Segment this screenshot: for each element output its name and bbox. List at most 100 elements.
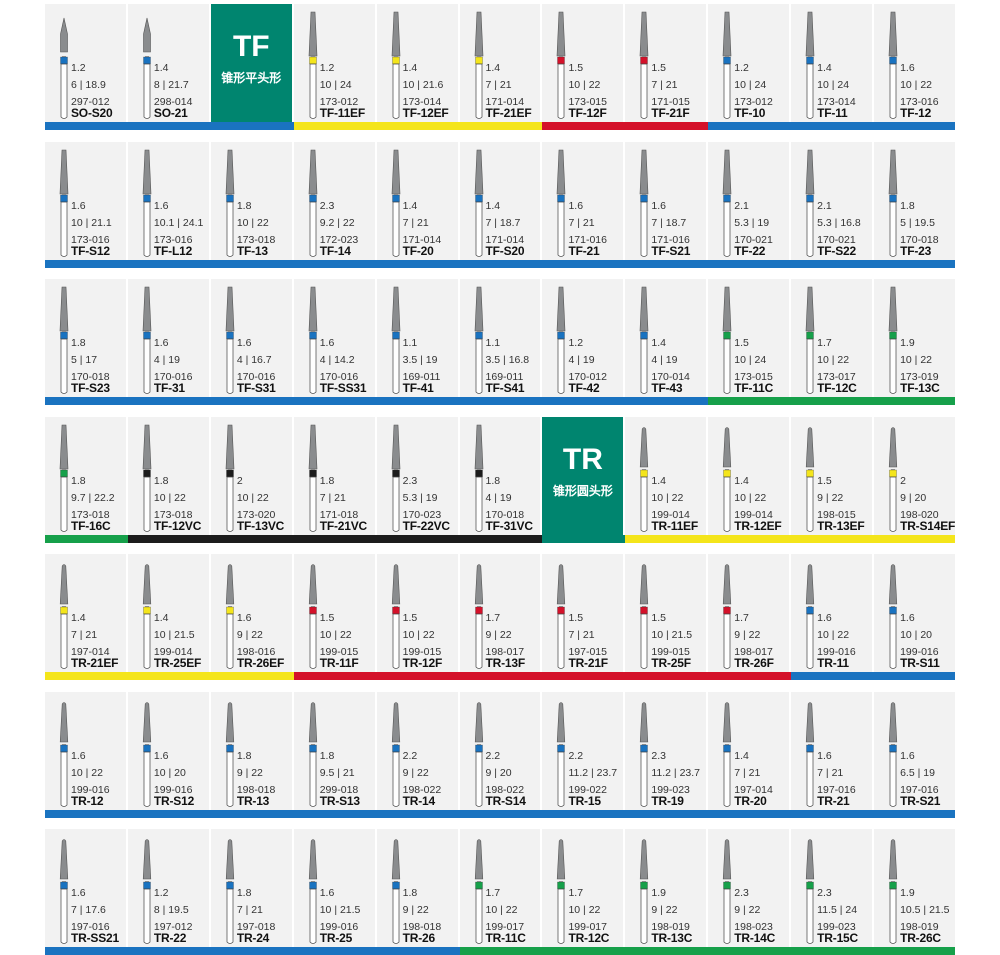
product-card[interactable]: 1.7 10 | 22 199-017 TR-11C <box>459 829 541 947</box>
bur-color-band <box>723 56 731 65</box>
bur-head <box>60 17 68 53</box>
spec-list: 1.6 7 | 21 171-016 <box>568 198 607 249</box>
product-card[interactable]: 1.6 10 | 22 199-016 TR-11 <box>791 554 873 672</box>
product-card[interactable]: 1.4 10 | 22 199-014 TR-11EF <box>625 417 707 535</box>
product-card[interactable]: 1.2 4 | 19 170-012 TF-42 <box>542 279 624 397</box>
product-card[interactable]: 1.6 7 | 21 197-016 TR-21 <box>791 692 873 810</box>
product-card[interactable]: 1.4 10 | 22 199-014 TR-12EF <box>708 417 790 535</box>
product-card[interactable]: 1.9 10.5 | 21.5 198-019 TR-26C <box>874 829 955 947</box>
product-card[interactable]: 1.2 6 | 18.9 297-012 SO-S20 <box>45 4 126 122</box>
product-card[interactable]: 1.8 9 | 22 198-018 TR-26 <box>376 829 458 947</box>
product-card[interactable]: 1.6 7 | 18.7 171-016 TF-S21 <box>625 142 707 260</box>
product-card[interactable]: 1.6 4 | 19 170-016 TF-31 <box>127 279 209 397</box>
iso-reference: 173-018 <box>153 509 193 521</box>
product-card[interactable]: 1.8 5 | 19.5 170-018 TF-23 <box>874 142 955 260</box>
bur-illustration <box>639 554 649 670</box>
product-card[interactable]: 1.5 7 | 21 171-015 TF-21F <box>625 4 707 122</box>
product-card[interactable]: 2.3 9.2 | 22 172-023 TF-14 <box>293 142 375 260</box>
product-card[interactable]: 1.6 10 | 20 199-016 TR-S12 <box>127 692 209 810</box>
product-card[interactable]: 1.6 10 | 22 173-016 TF-12 <box>874 4 955 122</box>
product-card[interactable]: 1.4 7 | 21 171-014 TF-21EF <box>459 4 541 122</box>
product-card[interactable]: 1.6 10 | 21.5 199-016 TR-25 <box>293 829 375 947</box>
product-card[interactable]: 1.8 7 | 21 197-018 TR-24 <box>210 829 292 947</box>
product-card[interactable]: 1.5 10 | 22 199-015 TR-11F <box>293 554 375 672</box>
product-card[interactable]: 1.8 7 | 21 171-018 TF-21VC <box>293 417 375 535</box>
bur-illustration <box>639 417 649 533</box>
product-card[interactable]: 2.1 5.3 | 19 170-021 TF-22 <box>708 142 790 260</box>
product-card[interactable]: 1.4 7 | 21 171-014 TF-20 <box>376 142 458 260</box>
bur-shank <box>889 476 897 532</box>
head-diameter: 1.4 <box>485 200 501 212</box>
product-card[interactable]: 1.6 6.5 | 19 197-016 TR-S21 <box>874 692 955 810</box>
product-card[interactable]: 1.4 10 | 21.6 173-014 TF-12EF <box>376 4 458 122</box>
product-card[interactable]: 2.3 5.3 | 19 170-023 TF-22VC <box>376 417 458 535</box>
product-card[interactable]: 1.4 7 | 21 197-014 TR-21EF <box>45 554 126 672</box>
product-card[interactable]: 1.6 9 | 22 198-016 TR-26EF <box>210 554 292 672</box>
product-code: TR-15 <box>568 794 601 808</box>
product-card[interactable]: 1.6 10.1 | 24.1 173-016 TF-L12 <box>127 142 209 260</box>
product-card[interactable]: 2.1 5.3 | 16.8 170-021 TF-S22 <box>791 142 873 260</box>
product-card[interactable]: 1.8 4 | 19 170-018 TF-31VC <box>459 417 541 535</box>
product-card[interactable]: 1.4 7 | 18.7 171-014 TF-S20 <box>459 142 541 260</box>
product-card[interactable]: 2 9 | 20 198-020 TR-S14EF <box>874 417 955 535</box>
product-card[interactable]: 2.2 9 | 22 198-022 TR-14 <box>376 692 458 810</box>
product-card[interactable]: 1.8 9.7 | 22.2 173-018 TF-16C <box>45 417 126 535</box>
product-card[interactable]: 1.6 10 | 20 199-016 TR-S11 <box>874 554 955 672</box>
product-card[interactable]: 1.2 8 | 19.5 197-012 TR-22 <box>127 829 209 947</box>
product-code: TF-12 <box>900 106 932 120</box>
product-card[interactable]: 1.4 8 | 21.7 298-014 SO-21 <box>127 4 209 122</box>
product-card[interactable]: 2.3 11.5 | 24 199-023 TR-15C <box>791 829 873 947</box>
product-card[interactable]: 1.5 9 | 22 198-015 TR-13EF <box>791 417 873 535</box>
product-card[interactable]: 1.9 9 | 22 198-019 TR-13C <box>625 829 707 947</box>
product-card[interactable]: 1.6 7 | 17.6 197-016 TR-SS21 <box>45 829 126 947</box>
product-card[interactable]: 1.6 10 | 22 199-016 TR-12 <box>45 692 126 810</box>
product-card[interactable]: 2.3 11.2 | 23.7 199-023 TR-19 <box>625 692 707 810</box>
product-card[interactable]: 2 10 | 22 173-020 TF-13VC <box>210 417 292 535</box>
product-card[interactable]: 1.4 7 | 21 197-014 TR-20 <box>708 692 790 810</box>
product-card[interactable]: 1.6 4 | 16.7 170-016 TF-S31 <box>210 279 292 397</box>
bur-color-band <box>723 881 731 890</box>
bur-drawing <box>888 839 898 944</box>
product-card[interactable]: 1.8 5 | 17 170-018 TF-S23 <box>45 279 126 397</box>
product-card[interactable]: 1.5 10 | 24 173-015 TF-11C <box>708 279 790 397</box>
product-card[interactable]: 1.7 10 | 22 199-017 TR-12C <box>542 829 624 947</box>
product-card[interactable]: 1.5 7 | 21 197-015 TR-21F <box>542 554 624 672</box>
product-card[interactable]: 1.8 9 | 22 198-018 TR-13 <box>210 692 292 810</box>
bur-drawing <box>142 702 152 807</box>
product-card[interactable]: 1.5 10 | 22 173-015 TF-12F <box>542 4 624 122</box>
head-diameter: 1.4 <box>651 337 666 349</box>
product-card[interactable]: 1.7 9 | 22 198-017 TR-26F <box>708 554 790 672</box>
product-card[interactable]: 2.2 9 | 20 198-022 TR-S14 <box>459 692 541 810</box>
product-card[interactable]: 1.8 9.5 | 21 299-018 TR-S13 <box>293 692 375 810</box>
bur-head <box>308 11 318 57</box>
product-card[interactable]: 1.8 10 | 22 173-018 TF-12VC <box>127 417 209 535</box>
product-card[interactable]: 1.4 10 | 21.5 199-014 TR-25EF <box>127 554 209 672</box>
product-card[interactable]: 1.5 10 | 22 199-015 TR-12F <box>376 554 458 672</box>
product-card[interactable]: 1.6 4 | 14.2 170-016 TF-SS31 <box>293 279 375 397</box>
bur-head <box>723 702 732 743</box>
product-card[interactable]: 1.1 3.5 | 16.8 169-011 TF-S41 <box>459 279 541 397</box>
product-card[interactable]: 1.7 9 | 22 198-017 TR-13F <box>459 554 541 672</box>
product-card[interactable]: 1.2 10 | 24 173-012 TF-10 <box>708 4 790 122</box>
product-card[interactable]: 1.9 10 | 22 173-019 TF-13C <box>874 279 955 397</box>
product-card[interactable]: 1.6 10 | 21.1 173-016 TF-S12 <box>45 142 126 260</box>
product-card[interactable]: 1.4 4 | 19 170-014 TF-43 <box>625 279 707 397</box>
grit-bar-segment <box>45 260 955 268</box>
product-card[interactable]: 1.6 7 | 21 171-016 TF-21 <box>542 142 624 260</box>
product-card[interactable]: 1.7 10 | 22 173-017 TF-12C <box>791 279 873 397</box>
product-card[interactable]: 1.4 10 | 24 173-014 TF-11 <box>791 4 873 122</box>
product-card[interactable]: 1.8 10 | 22 173-018 TF-13 <box>210 142 292 260</box>
length-dimensions: 5.3 | 19 <box>734 217 770 229</box>
product-card[interactable]: 1.5 10 | 21.5 199-015 TR-25F <box>625 554 707 672</box>
product-code: TF-12F <box>568 106 607 120</box>
product-code: TF-14 <box>319 244 351 258</box>
bur-illustration <box>225 417 235 533</box>
bur-shank <box>723 888 731 944</box>
product-card[interactable]: 1.1 3.5 | 19 169-011 TF-41 <box>376 279 458 397</box>
bur-head <box>806 702 815 743</box>
product-card[interactable]: 1.2 10 | 24 173-012 TF-11EF <box>293 4 375 122</box>
product-card[interactable]: 2.3 9 | 22 198-023 TR-14C <box>708 829 790 947</box>
product-card[interactable]: 2.2 11.2 | 23.7 199-022 TR-15 <box>542 692 624 810</box>
product-code: TR-21F <box>568 656 608 670</box>
spec-list: 1.6 7 | 18.7 171-016 <box>651 198 690 249</box>
